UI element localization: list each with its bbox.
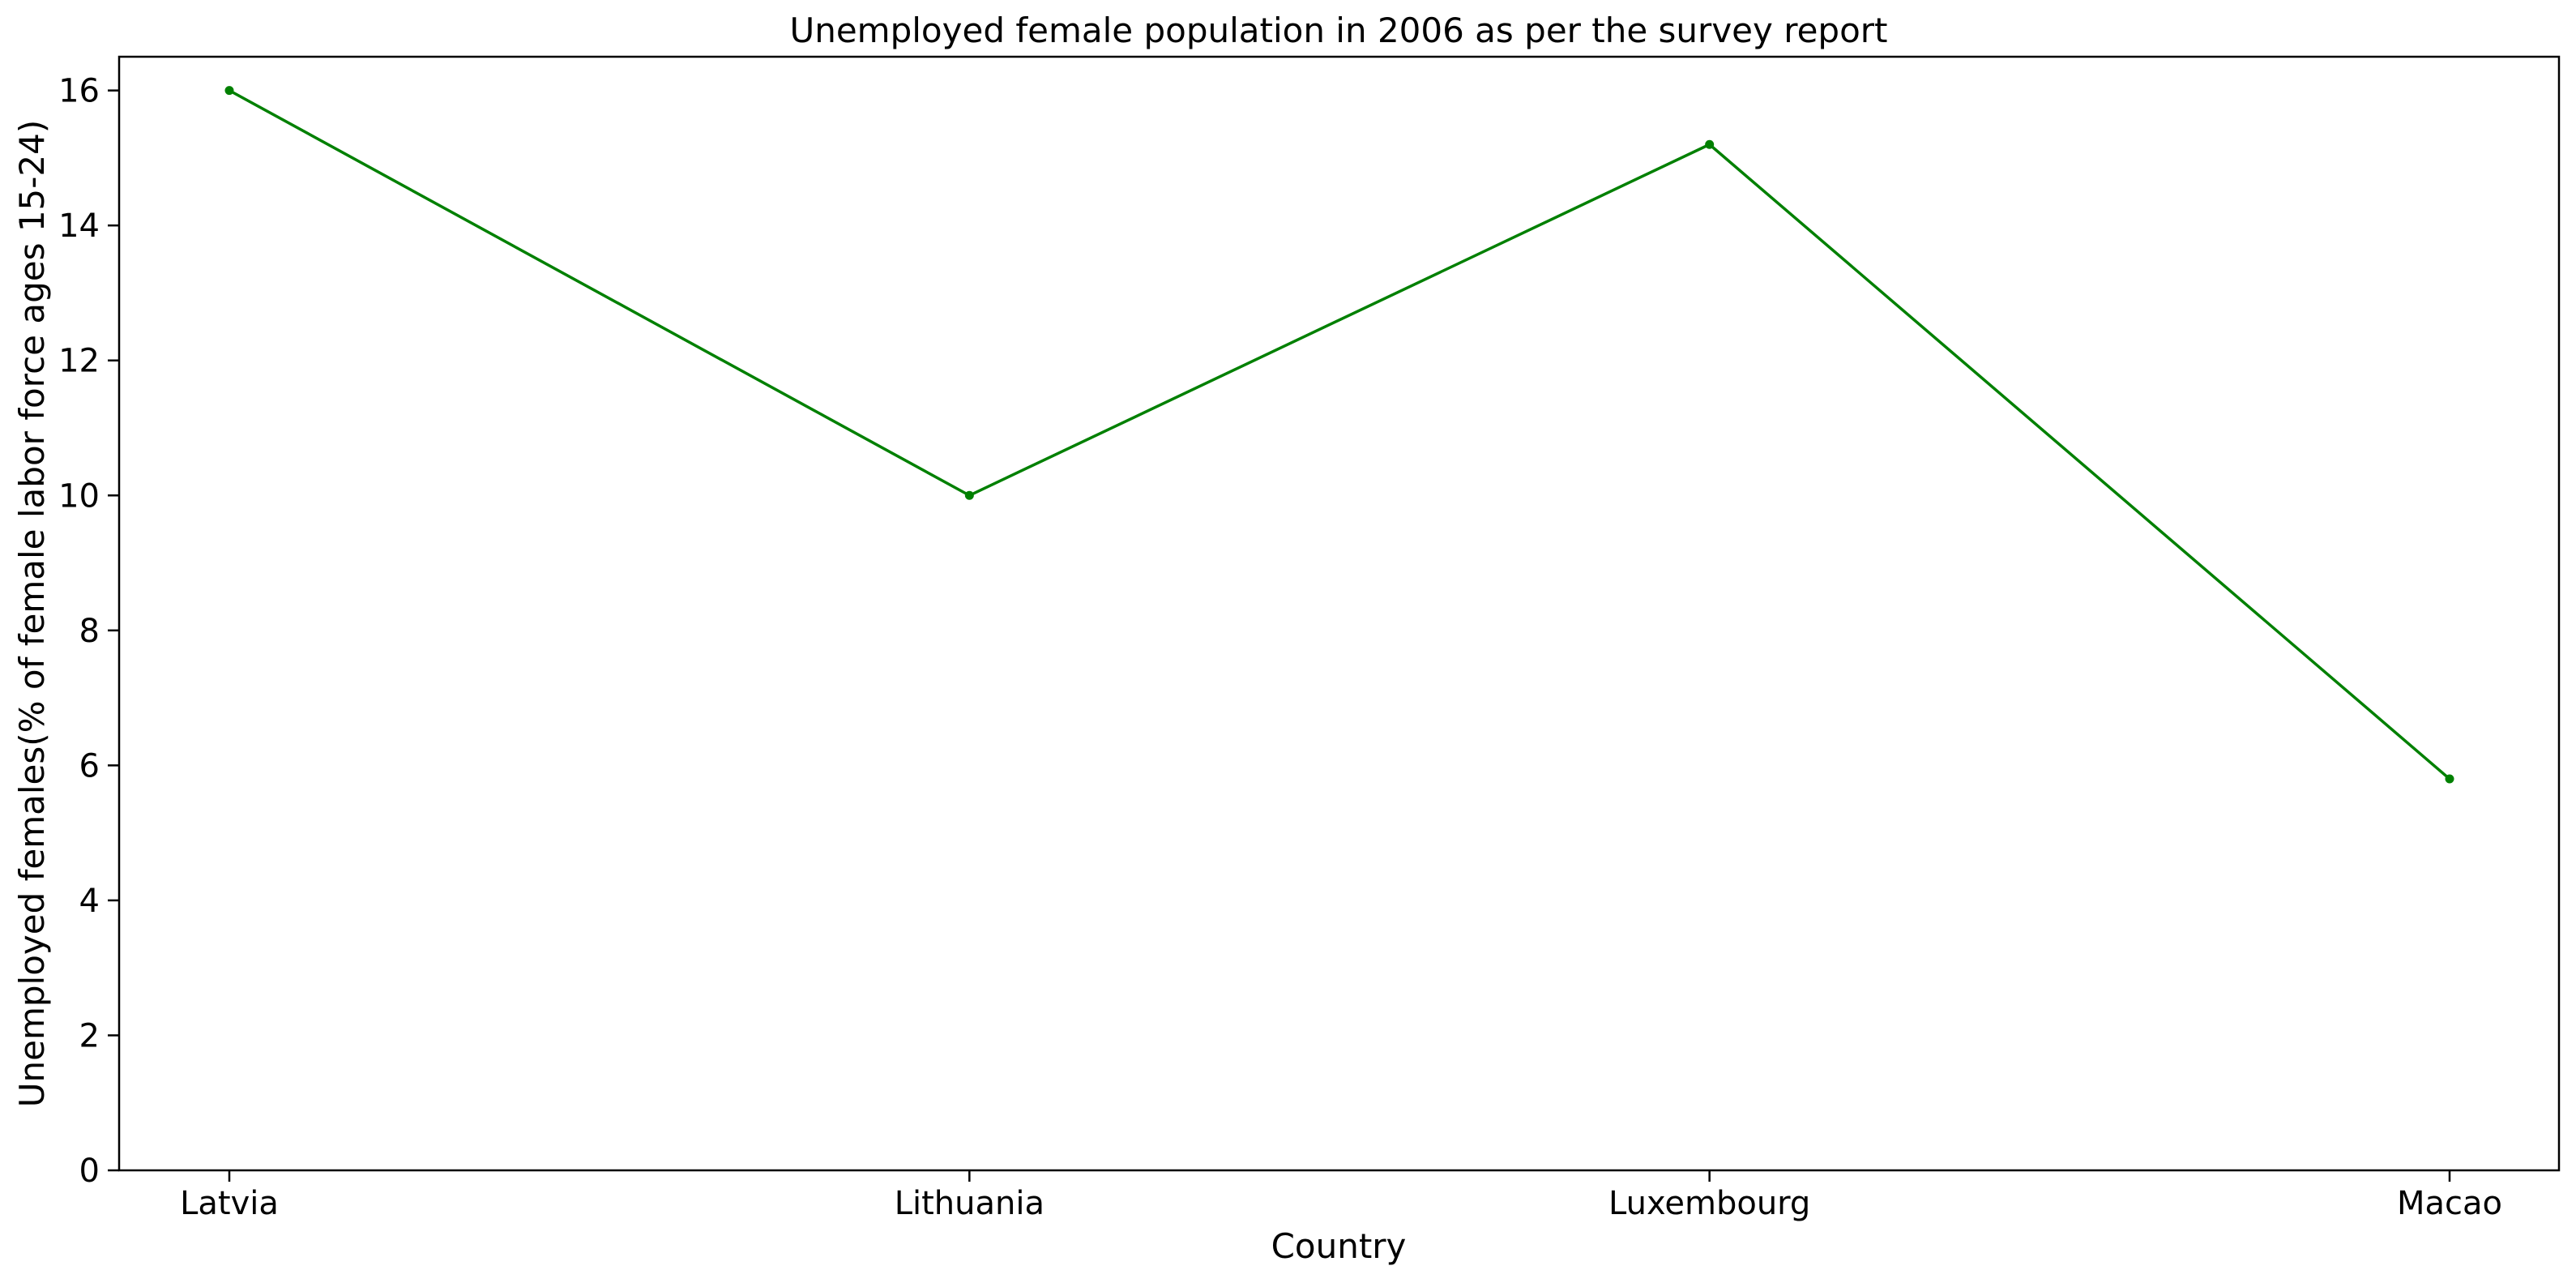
x-axis-label: Country [1271, 1226, 1407, 1266]
y-tick-label: 2 [79, 1017, 100, 1054]
plot-area [224, 86, 2454, 784]
data-point [224, 86, 234, 96]
y-tick-label: 14 [58, 207, 100, 245]
x-tick-label: Latvia [180, 1185, 279, 1222]
y-tick-label: 10 [58, 477, 100, 515]
x-tick-label: Lithuania [895, 1185, 1044, 1222]
y-tick-label: 0 [79, 1153, 100, 1190]
data-point [2445, 774, 2454, 784]
x-tick-label: Macao [2397, 1185, 2502, 1222]
y-tick-label: 6 [79, 747, 100, 785]
plot-frame [117, 55, 2561, 1172]
y-axis: 0 2 4 6 8 10 12 14 16 [58, 73, 119, 1190]
series-line [228, 88, 2451, 780]
chart-title: Unemployed female population in 2006 as … [789, 11, 1887, 50]
y-tick-label: 4 [79, 883, 100, 920]
x-axis: Latvia Lithuania Luxembourg Macao [180, 1170, 2502, 1222]
x-tick-label: Luxembourg [1608, 1185, 1810, 1222]
data-point [1705, 139, 1715, 149]
y-axis-label: Unemployed females(% of female labor for… [12, 120, 52, 1108]
y-tick-label: 8 [79, 613, 100, 650]
data-point [964, 490, 974, 500]
y-tick-label: 12 [58, 343, 100, 380]
y-tick-label: 16 [58, 73, 100, 110]
